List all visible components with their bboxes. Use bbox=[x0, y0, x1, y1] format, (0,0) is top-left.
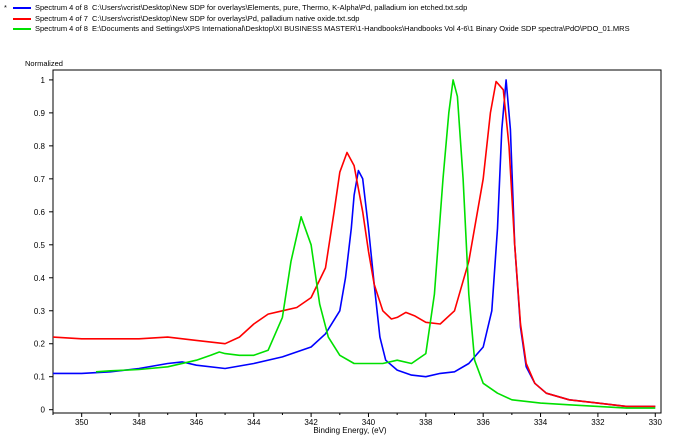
legend-source-path: E:\Documents and Settings\XPS Internatio… bbox=[91, 24, 630, 34]
legend-series-name: Spectrum 4 of 8 bbox=[35, 24, 88, 34]
x-tick-label: 340 bbox=[362, 418, 376, 427]
y-tick-label: 0.3 bbox=[34, 307, 46, 316]
x-tick-label: 330 bbox=[649, 418, 663, 427]
y-tick-label: 1 bbox=[41, 76, 46, 85]
series-line bbox=[95, 79, 656, 409]
legend-marker: * bbox=[4, 3, 7, 12]
legend: * Spectrum 4 of 8 C:\Users\vcrist\Desktop\… bbox=[4, 3, 630, 35]
y-tick-label: 0.4 bbox=[34, 274, 46, 283]
x-tick-label: 336 bbox=[477, 418, 491, 427]
y-tick-label: 0.2 bbox=[34, 340, 46, 349]
x-tick-label: 332 bbox=[591, 418, 605, 427]
y-axis-label: Normalized bbox=[25, 59, 63, 68]
legend-entry: Spectrum 4 of 8 E:\Documents and Settings… bbox=[4, 24, 630, 35]
legend-entry: Spectrum 4 of 7 C:\Users\vcrist\Desktop\N… bbox=[4, 14, 630, 25]
legend-series-name: Spectrum 4 of 8 bbox=[35, 3, 88, 12]
x-tick-label: 344 bbox=[247, 418, 261, 427]
x-tick-label: 334 bbox=[534, 418, 548, 427]
y-tick-label: 0.6 bbox=[34, 208, 46, 217]
x-tick-label: 350 bbox=[75, 418, 89, 427]
x-tick-label: 338 bbox=[419, 418, 433, 427]
plot-frame bbox=[52, 69, 662, 414]
x-tick-label: 348 bbox=[132, 418, 146, 427]
y-tick-label: 0 bbox=[41, 406, 46, 415]
y-tick-label: 0.5 bbox=[34, 241, 46, 250]
legend-swatch bbox=[13, 17, 31, 20]
y-tick-label: 0.8 bbox=[34, 142, 46, 151]
y-tick-label: 0.7 bbox=[34, 175, 46, 184]
legend-entry: * Spectrum 4 of 8 C:\Users\vcrist\Desktop\… bbox=[4, 3, 630, 14]
series-line bbox=[53, 80, 656, 408]
x-axis-label: Binding Energy, (eV) bbox=[313, 426, 387, 435]
y-tick-label: 0.9 bbox=[34, 109, 46, 118]
legend-series-name: Spectrum 4 of 7 bbox=[35, 13, 88, 23]
series-line bbox=[53, 79, 656, 408]
legend-swatch bbox=[13, 7, 31, 10]
x-tick-label: 342 bbox=[304, 418, 318, 427]
legend-source-path: C:\Users\vcrist\Desktop\New SDP for over… bbox=[91, 3, 468, 12]
y-tick-label: 0.1 bbox=[34, 373, 46, 382]
legend-source-path: C:\Users\vcrist\Desktop\New SDP for over… bbox=[91, 13, 360, 23]
legend-swatch bbox=[13, 28, 31, 31]
x-tick-label: 346 bbox=[190, 418, 204, 427]
